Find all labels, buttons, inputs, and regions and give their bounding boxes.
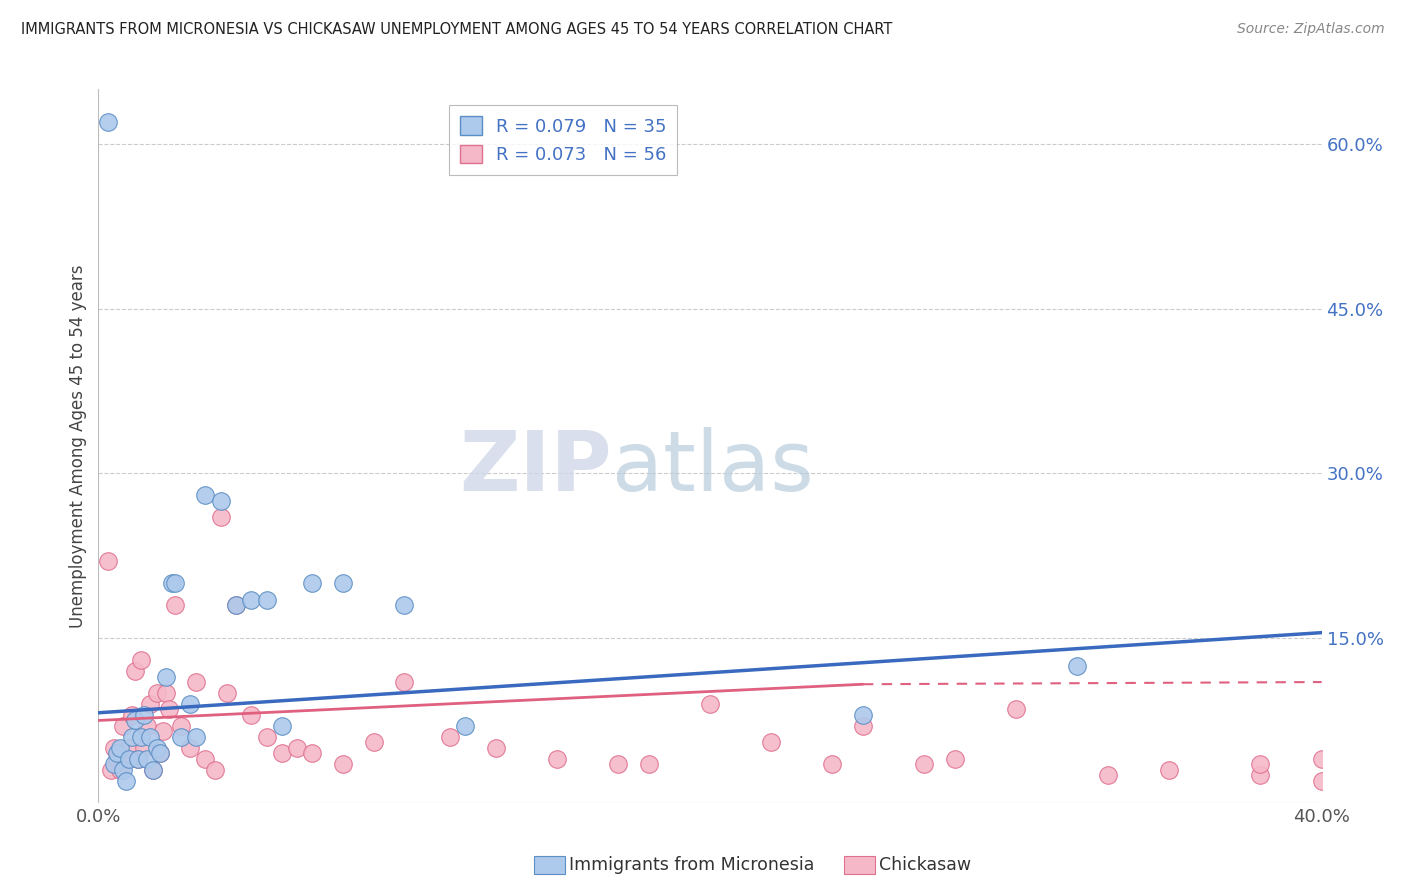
Point (170, 730, 193, 744)
Point (124, 714, 146, 728)
Text: IMMIGRANTS FROM MICRONESIA VS CHICKASAW UNEMPLOYMENT AMONG AGES 45 TO 54 YEARS C: IMMIGRANTS FROM MICRONESIA VS CHICKASAW … (21, 22, 893, 37)
Point (699, 697, 721, 711)
Point (256, 730, 278, 744)
Point (124, 664, 146, 678)
Point (1310, 752, 1333, 766)
Point (186, 675, 208, 690)
Point (115, 752, 138, 766)
Point (179, 740, 201, 755)
Point (103, 740, 125, 755)
Text: Source: ZipAtlas.com: Source: ZipAtlas.com (1237, 22, 1385, 37)
Point (97, 554, 120, 568)
Point (485, 740, 508, 755)
Point (392, 598, 416, 612)
Point (145, 740, 167, 755)
Point (209, 510, 232, 524)
Point (155, 686, 177, 700)
Point (301, 576, 323, 591)
Point (163, 598, 186, 612)
Point (454, 719, 477, 733)
Point (285, 740, 308, 755)
Point (852, 719, 875, 733)
Point (142, 763, 165, 777)
Point (129, 730, 152, 744)
Point (129, 653, 152, 667)
Point (163, 576, 186, 591)
Point (142, 763, 165, 777)
Point (1066, 658, 1088, 673)
Point (332, 576, 354, 591)
Text: Immigrants from Micronesia: Immigrants from Micronesia (569, 856, 815, 874)
Point (637, 757, 661, 772)
Text: atlas: atlas (612, 427, 814, 508)
Point (121, 708, 143, 723)
Point (546, 752, 568, 766)
Point (157, 702, 180, 716)
Point (134, 740, 156, 755)
Point (136, 752, 159, 766)
Point (152, 724, 174, 739)
Y-axis label: Unemployment Among Ages 45 to 54 years: Unemployment Among Ages 45 to 54 years (69, 264, 87, 628)
Point (301, 747, 323, 761)
Point (209, 494, 232, 508)
Point (111, 719, 134, 733)
Point (100, 763, 122, 777)
Point (363, 735, 385, 749)
Point (1004, 702, 1026, 716)
Point (943, 752, 966, 766)
Point (155, 669, 177, 683)
Point (97, 115, 120, 129)
Point (607, 757, 630, 772)
Point (270, 719, 292, 733)
Point (392, 675, 416, 690)
Point (225, 598, 247, 612)
Point (240, 592, 263, 607)
Point (127, 752, 149, 766)
Point (118, 752, 141, 766)
Point (179, 697, 201, 711)
Point (186, 730, 208, 744)
Text: Chickasaw: Chickasaw (879, 856, 972, 874)
Point (108, 740, 131, 755)
Point (194, 488, 217, 502)
Point (1249, 768, 1271, 782)
Point (1157, 763, 1180, 777)
Point (1310, 773, 1333, 788)
Point (136, 719, 159, 733)
Point (134, 708, 156, 723)
Point (149, 747, 172, 761)
Point (439, 730, 461, 744)
Point (1097, 768, 1119, 782)
Point (139, 697, 162, 711)
Point (105, 752, 128, 766)
Point (1249, 757, 1271, 772)
Point (108, 763, 131, 777)
Point (194, 752, 217, 766)
Point (821, 757, 844, 772)
Point (912, 757, 935, 772)
Point (215, 686, 238, 700)
Point (103, 757, 125, 772)
Point (115, 773, 138, 788)
Point (270, 747, 292, 761)
Point (139, 730, 162, 744)
Point (160, 576, 183, 591)
Point (204, 763, 226, 777)
Text: ZIP: ZIP (460, 427, 612, 508)
Point (332, 757, 354, 772)
Point (256, 592, 278, 607)
Point (111, 763, 134, 777)
Point (118, 740, 141, 755)
Point (170, 719, 193, 733)
Point (759, 735, 782, 749)
Point (127, 752, 149, 766)
Point (121, 730, 143, 744)
Point (145, 686, 167, 700)
Point (149, 747, 172, 761)
Point (852, 708, 875, 723)
Point (225, 598, 247, 612)
Point (240, 708, 263, 723)
Legend: R = 0.079   N = 35, R = 0.073   N = 56: R = 0.079 N = 35, R = 0.073 N = 56 (449, 105, 678, 175)
Point (105, 747, 128, 761)
